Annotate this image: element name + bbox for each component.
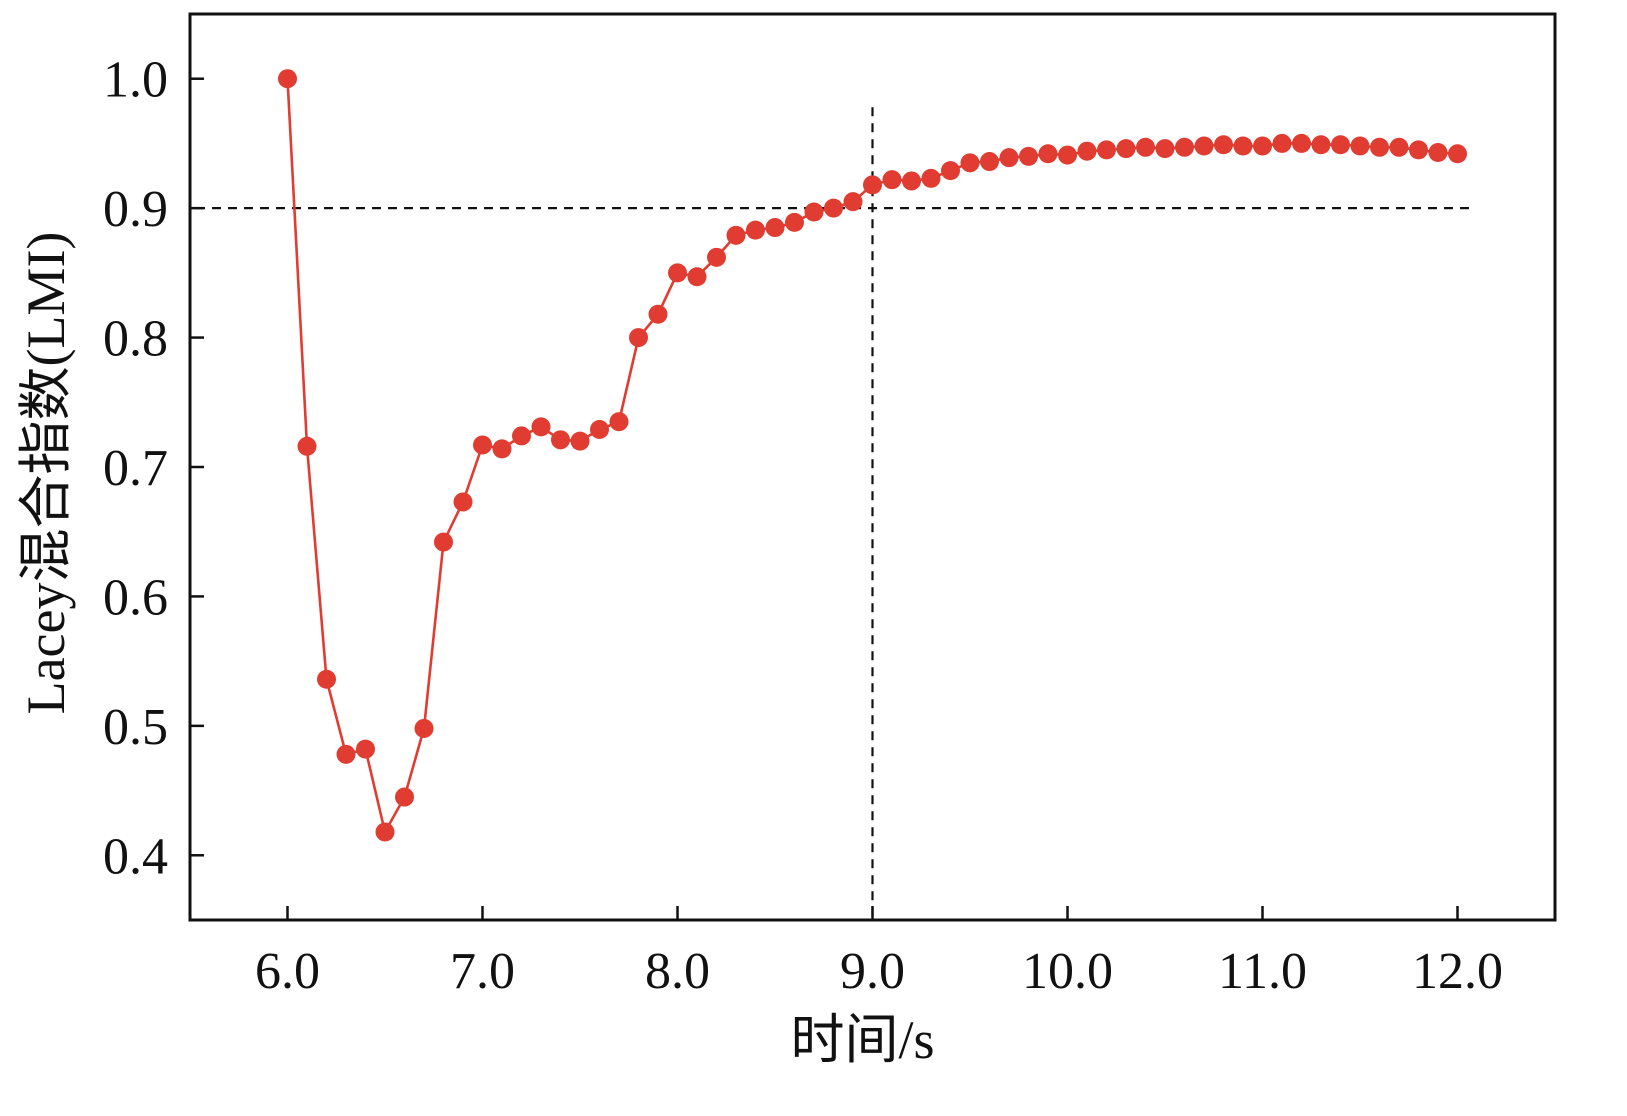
y-tick-label: 0.8	[103, 311, 168, 368]
data-point	[824, 198, 843, 218]
y-tick-label: 0.6	[103, 569, 168, 626]
data-point	[999, 148, 1019, 168]
series-layer	[278, 69, 1467, 842]
data-point	[1253, 136, 1272, 156]
y-axis-title: Lacey混合指数(LMI)	[16, 232, 76, 715]
data-point	[512, 426, 531, 446]
data-point	[1409, 140, 1428, 160]
y-axis-ticks: 0.4 0.5 0.6 0.7 0.8 0.9 1.0	[103, 52, 204, 885]
data-point	[1038, 144, 1058, 164]
data-point	[531, 417, 551, 437]
data-point	[336, 744, 356, 764]
x-tick-label: 12.0	[1412, 943, 1503, 1000]
data-point	[1116, 139, 1136, 159]
data-point	[1311, 135, 1331, 155]
data-point	[785, 212, 804, 232]
data-point	[297, 436, 317, 456]
x-tick-label: 6.0	[255, 943, 320, 1000]
data-point	[551, 430, 570, 450]
data-point	[317, 669, 336, 689]
x-tick-label: 8.0	[645, 943, 710, 1000]
data-point	[1097, 140, 1116, 160]
data-point	[902, 171, 921, 191]
x-axis-ticks: 6.0 7.0 8.0 9.0 10.0 11.0 12.0	[255, 906, 1503, 1000]
data-point	[414, 718, 434, 738]
x-tick-label: 9.0	[840, 943, 905, 1000]
data-point	[804, 202, 824, 222]
y-tick-label: 0.7	[103, 440, 168, 497]
data-point	[570, 431, 590, 451]
data-point	[278, 69, 297, 89]
data-point	[473, 435, 492, 455]
data-point	[863, 175, 882, 195]
data-point	[746, 220, 765, 240]
data-point	[1214, 135, 1233, 155]
data-point	[941, 161, 960, 181]
x-tick-label: 11.0	[1218, 943, 1307, 1000]
data-point	[1194, 136, 1214, 156]
y-tick-label: 0.5	[103, 699, 168, 756]
y-tick-label: 1.0	[103, 52, 168, 109]
data-point	[668, 263, 687, 283]
data-point	[882, 170, 902, 190]
x-tick-label: 7.0	[450, 943, 515, 1000]
data-point	[1448, 144, 1467, 164]
data-point	[1272, 133, 1292, 153]
data-point	[1331, 135, 1350, 155]
data-point	[375, 822, 395, 842]
data-point	[980, 152, 999, 172]
data-point	[395, 787, 414, 807]
data-point	[1058, 145, 1077, 165]
data-point	[843, 192, 863, 212]
data-point	[1233, 136, 1253, 156]
reference-lines	[196, 107, 1472, 920]
data-point	[726, 225, 746, 245]
x-tick-label: 10.0	[1022, 943, 1113, 1000]
data-point	[1077, 141, 1097, 161]
data-point	[921, 168, 941, 188]
data-point	[629, 328, 648, 348]
data-point	[1019, 146, 1038, 166]
data-point	[1389, 137, 1409, 157]
data-point	[707, 247, 726, 267]
data-point	[648, 304, 668, 324]
data-point	[492, 439, 512, 459]
data-point	[590, 419, 609, 439]
data-point	[1350, 136, 1370, 156]
data-point	[1370, 137, 1389, 157]
data-point	[609, 412, 629, 432]
data-point	[1136, 137, 1155, 157]
data-point	[765, 218, 785, 238]
data-point	[356, 739, 375, 759]
x-axis-title: 时间/s	[790, 1010, 934, 1070]
data-point	[687, 267, 707, 287]
y-tick-label: 0.9	[103, 181, 168, 238]
data-point	[1155, 139, 1175, 159]
data-point	[960, 153, 980, 173]
data-point	[1292, 133, 1311, 153]
data-point	[434, 532, 453, 552]
data-point	[1175, 137, 1194, 157]
data-point	[1428, 142, 1448, 162]
y-tick-label: 0.4	[103, 828, 168, 885]
data-point	[453, 492, 473, 512]
